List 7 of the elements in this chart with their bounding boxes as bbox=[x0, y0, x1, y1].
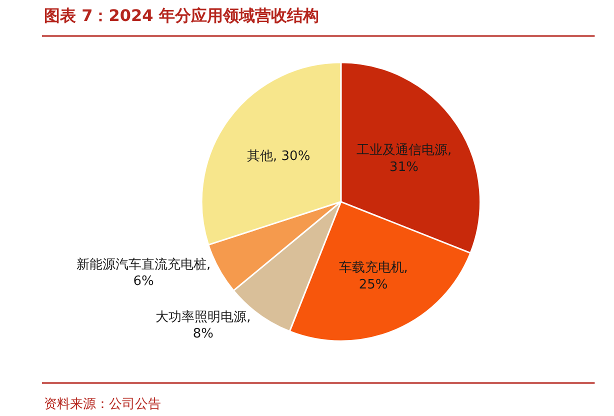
slice-label: 工业及通信电源, 31% bbox=[356, 142, 452, 175]
text: 资料来源：公司公告 bbox=[44, 397, 161, 412]
slice-label: 车载充电机, 25% bbox=[338, 260, 408, 293]
chart-title: 图表 7：2024 年分应用领域营收结构 bbox=[44, 6, 319, 25]
slice-label: 新能源汽车直流充电桩, 6% bbox=[76, 256, 211, 290]
slice-label: 大功率照明电源, 8% bbox=[156, 308, 251, 342]
slice-label: 其他, 30% bbox=[247, 148, 310, 164]
